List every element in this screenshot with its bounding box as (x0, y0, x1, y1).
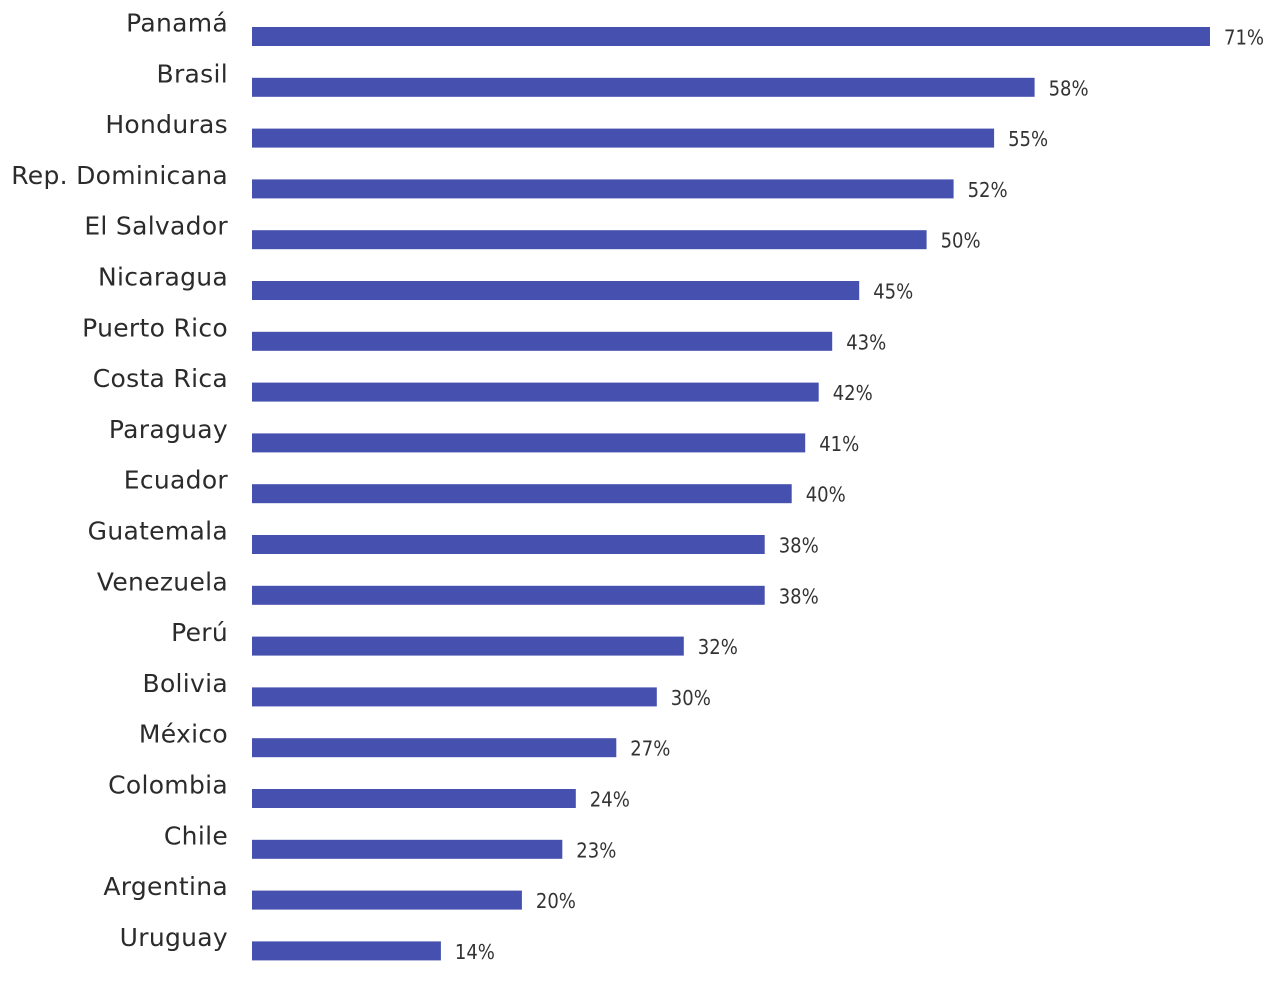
bar (252, 179, 954, 199)
category-label: El Salvador (84, 212, 228, 241)
value-label: 45% (873, 280, 913, 304)
category-label: Honduras (105, 110, 228, 139)
bar (252, 687, 657, 707)
category-label: Paraguay (109, 415, 228, 444)
bar (252, 77, 1035, 97)
bar (252, 27, 1210, 46)
bar (252, 789, 576, 808)
bar (252, 230, 927, 250)
bar (252, 890, 522, 910)
bar (252, 535, 765, 554)
value-label: 38% (779, 534, 819, 558)
bar (252, 382, 819, 402)
bar (252, 941, 441, 961)
bar (252, 433, 806, 453)
value-label: 40% (806, 483, 846, 507)
category-labels: Panamá Brasil Honduras Rep. Dominicana El Sa… (11, 9, 228, 952)
value-label: 14% (455, 940, 495, 964)
category-label: México (139, 720, 228, 749)
category-label: Puerto Rico (82, 313, 228, 342)
value-label: 23% (576, 838, 616, 862)
value-label: 71% (1224, 26, 1264, 50)
bar (252, 636, 684, 656)
category-label: Chile (164, 821, 228, 850)
bar (252, 839, 563, 859)
category-label: Venezuela (97, 567, 228, 596)
value-label: 43% (846, 330, 886, 354)
bar (252, 128, 995, 148)
value-label: 41% (819, 432, 859, 456)
value-label: 30% (671, 686, 711, 710)
bar (252, 585, 765, 605)
category-label: Uruguay (120, 923, 228, 952)
category-label: Ecuador (124, 466, 229, 495)
value-label: 42% (833, 381, 873, 405)
category-label: Nicaragua (98, 263, 228, 292)
category-label: Bolivia (143, 669, 229, 698)
value-label: 24% (590, 788, 630, 812)
value-label: 58% (1049, 76, 1089, 100)
value-label: 55% (1008, 127, 1048, 151)
category-label: Costa Rica (93, 364, 228, 393)
category-label: Argentina (103, 872, 228, 901)
category-label: Perú (171, 618, 228, 647)
category-label: Colombia (108, 771, 228, 800)
value-label: 32% (698, 635, 738, 659)
bar (252, 738, 617, 758)
bar (252, 331, 833, 351)
bars-group (252, 27, 1210, 961)
value-label: 27% (630, 737, 670, 761)
bar (252, 484, 792, 504)
value-label: 38% (779, 584, 819, 608)
value-labels: 71% 58% 55% 52% 50% 45% 43% 42% 41% 40% 38% 38% 32% 3… (455, 26, 1264, 964)
category-label: Panamá (126, 9, 228, 38)
value-label: 52% (968, 178, 1008, 202)
bar (252, 281, 860, 300)
category-label: Guatemala (88, 517, 228, 546)
category-label: Rep. Dominicana (11, 161, 228, 190)
value-label: 20% (536, 889, 576, 913)
category-label: Brasil (157, 59, 228, 88)
value-label: 50% (941, 229, 981, 253)
